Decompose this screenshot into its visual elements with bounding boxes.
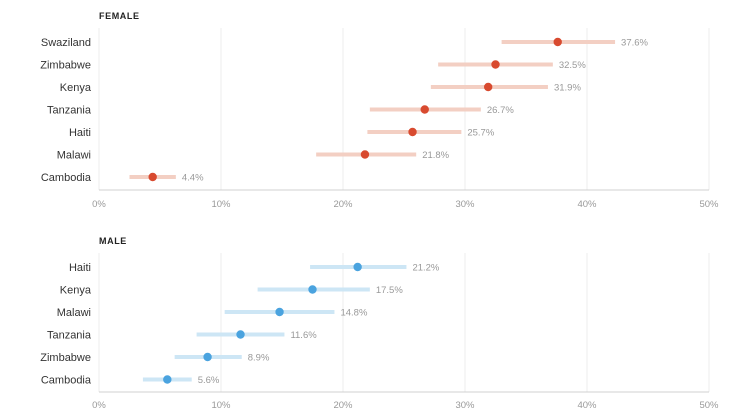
male-panel-title: MALE (99, 236, 127, 246)
female-value-label-tanzania: 26.7% (487, 105, 514, 116)
female-x-tick-label: 30% (455, 199, 475, 210)
female-category-label-cambodia: Cambodia (41, 172, 92, 184)
male-data-point-cambodia (163, 375, 172, 384)
female-category-label-swaziland: Swaziland (41, 37, 91, 49)
male-x-tick-label: 50% (699, 400, 719, 411)
female-data-point-swaziland (553, 37, 562, 47)
male-value-label-cambodia: 5.6% (198, 375, 220, 386)
male-x-tick-label: 20% (333, 400, 353, 411)
male-x-tick-label: 0% (92, 400, 106, 411)
female-value-label-cambodia: 4.4% (182, 173, 204, 184)
male-category-label-tanzania: Tanzania (47, 330, 92, 342)
female-x-tick-label: 0% (92, 199, 106, 210)
female-data-point-haiti (408, 127, 417, 137)
male-data-point-tanzania (236, 330, 245, 339)
female-value-label-haiti: 25.7% (467, 128, 494, 139)
male-value-label-zimbabwe: 8.9% (248, 353, 270, 364)
male-panel: MALE 0% 10% 20% 30% 40% 50% Haiti 21.2% Kenya 17.5… (40, 236, 719, 411)
female-category-label-kenya: Kenya (60, 82, 92, 94)
female-x-tick-label: 40% (577, 199, 597, 210)
female-x-tick-label: 50% (699, 199, 719, 210)
male-x-tick-label: 10% (211, 400, 231, 411)
female-value-label-malawi: 21.8% (422, 150, 449, 161)
male-category-label-haiti: Haiti (69, 262, 91, 274)
female-x-tick-label: 10% (211, 199, 231, 210)
male-x-tick-label: 40% (577, 400, 597, 411)
male-data-point-malawi (275, 307, 284, 317)
female-value-label-swaziland: 37.6% (621, 38, 648, 49)
male-value-label-kenya: 17.5% (376, 285, 403, 296)
female-category-label-tanzania: Tanzania (47, 105, 92, 117)
male-category-label-zimbabwe: Zimbabwe (40, 352, 91, 364)
male-data-point-zimbabwe (203, 352, 212, 362)
male-x-tick-label: 30% (455, 400, 475, 411)
female-data-point-malawi (360, 150, 370, 159)
male-value-label-haiti: 21.2% (412, 263, 439, 274)
male-data-point-kenya (308, 285, 317, 294)
male-category-label-cambodia: Cambodia (41, 375, 92, 387)
female-category-label-malawi: Malawi (57, 150, 91, 162)
female-panel: FEMALE 0% 10% 20% 30% 40% 50% Swaziland 37.6% Zim… (40, 11, 719, 210)
male-value-label-malawi: 14.8% (340, 308, 367, 319)
female-panel-title: FEMALE (99, 11, 140, 21)
female-value-label-kenya: 31.9% (554, 83, 581, 94)
female-data-point-cambodia (148, 172, 157, 182)
male-data-point-haiti (353, 262, 362, 272)
male-value-label-tanzania: 11.6% (290, 330, 317, 341)
male-category-label-malawi: Malawi (57, 307, 91, 319)
female-category-label-haiti: Haiti (69, 127, 91, 139)
female-data-point-tanzania (420, 105, 429, 114)
female-value-label-zimbabwe: 32.5% (559, 60, 586, 71)
female-x-tick-label: 20% (333, 199, 353, 210)
female-data-point-kenya (483, 82, 493, 92)
male-category-label-kenya: Kenya (60, 285, 92, 297)
female-data-point-zimbabwe (491, 60, 500, 69)
female-category-label-zimbabwe: Zimbabwe (40, 60, 91, 72)
